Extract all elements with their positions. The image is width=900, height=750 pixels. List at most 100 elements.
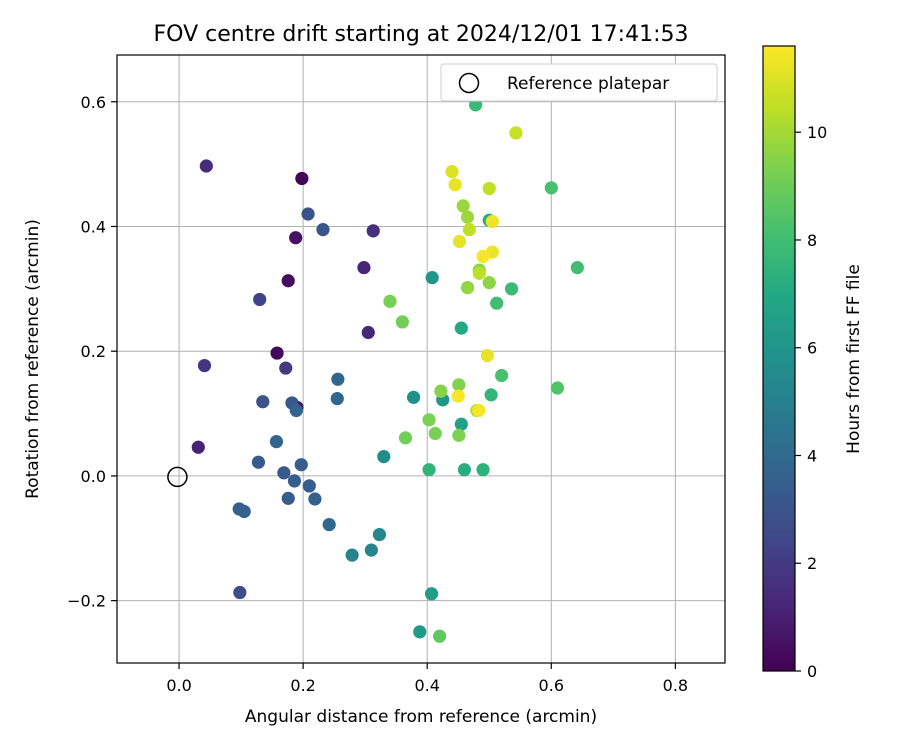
colorbar: 0 2 4 6 8 10 Hours from first FF file [762,45,864,681]
colorbar-label: Hours from first FF file [844,264,864,454]
data-point [301,207,315,221]
legend-box [440,63,718,102]
data-point [383,294,397,308]
data-point [251,455,266,469]
data-point [270,346,284,360]
data-point [448,178,462,192]
data-point [364,543,378,557]
data-point [233,585,247,600]
y-axis-label: Rotation from reference (arcmin) [23,219,43,499]
data-point [422,413,436,427]
x-tick-label: 0.0 [166,676,191,695]
data-point [428,426,442,441]
data-point [413,625,427,639]
data-point [289,403,303,418]
data-point [472,266,486,280]
data-point [269,435,284,449]
data-points [191,98,584,643]
data-point [460,280,475,295]
y-tick-label: 0.4 [81,217,106,236]
colorbar-tick-label: 0 [807,662,817,681]
y-tick-label: −0.2 [67,592,106,611]
data-point [302,479,316,493]
data-point [482,276,496,290]
data-point [253,292,267,307]
data-point [289,231,303,245]
legend: Reference platepar [440,63,718,102]
data-point [452,234,467,249]
data-point [308,492,322,506]
data-point [480,348,494,363]
y-tick-label: 0.2 [81,342,106,361]
data-point [277,466,291,480]
data-point [330,391,344,406]
data-point [361,325,375,340]
data-point [281,274,295,288]
data-point [570,261,584,275]
data-point [191,440,205,454]
x-tick-label: 0.2 [290,676,315,695]
data-point [490,296,504,310]
data-point [197,358,212,373]
reference-platepar-marker [167,466,188,488]
data-point [485,214,499,229]
data-point [366,224,380,238]
data-point [452,378,466,392]
data-point [322,517,336,532]
data-point [433,629,447,643]
data-point [472,403,486,418]
data-point [452,428,466,442]
data-point [451,389,465,403]
data-point [495,368,509,383]
data-point [422,463,436,477]
data-point [279,361,293,375]
data-point [445,165,459,179]
data-point [425,271,439,285]
data-point [468,98,483,112]
colorbar-ticks: 0 2 4 6 8 10 [795,123,827,681]
x-axis-ticks: 0.0 0.2 0.4 0.6 0.8 [166,663,688,695]
colorbar-gradient [762,45,796,672]
data-point [476,463,490,477]
data-point [281,491,295,505]
data-point [434,384,448,398]
plot-area-frame [116,54,726,664]
chart-title: FOV centre drift starting at 2024/12/01 … [154,22,689,47]
data-point [454,417,468,431]
data-point [460,210,475,224]
x-axis-label: Angular distance from reference (arcmin) [245,707,597,727]
data-point [357,261,371,275]
data-point [509,126,523,140]
data-point [237,504,251,519]
data-point [377,449,391,464]
data-point [345,548,359,562]
colorbar-tick-label: 2 [807,554,817,573]
data-point [372,527,387,542]
data-point [476,249,490,264]
data-point [316,223,330,237]
y-axis-ticks: −0.2 0.0 0.2 0.4 0.6 [67,93,117,611]
data-point [395,315,409,329]
x-tick-label: 0.4 [414,676,439,695]
legend-reference-marker [458,72,480,94]
colorbar-tick-label: 10 [807,123,827,142]
x-tick-label: 0.6 [539,676,564,695]
data-point [454,321,468,335]
data-point [462,223,476,237]
data-point [544,181,558,195]
data-point [199,159,213,173]
grid-lines [117,55,725,663]
data-point [398,431,413,445]
data-point [550,381,565,395]
colorbar-tick-label: 8 [807,231,817,250]
colorbar-tick-label: 4 [807,446,817,465]
data-point [294,458,308,472]
data-point [484,388,498,402]
legend-entry-reference: Reference platepar [507,74,669,94]
data-point [482,181,496,196]
y-tick-label: 0.0 [81,467,106,486]
x-tick-label: 0.8 [663,676,688,695]
data-point [287,474,302,488]
data-point [456,199,470,213]
